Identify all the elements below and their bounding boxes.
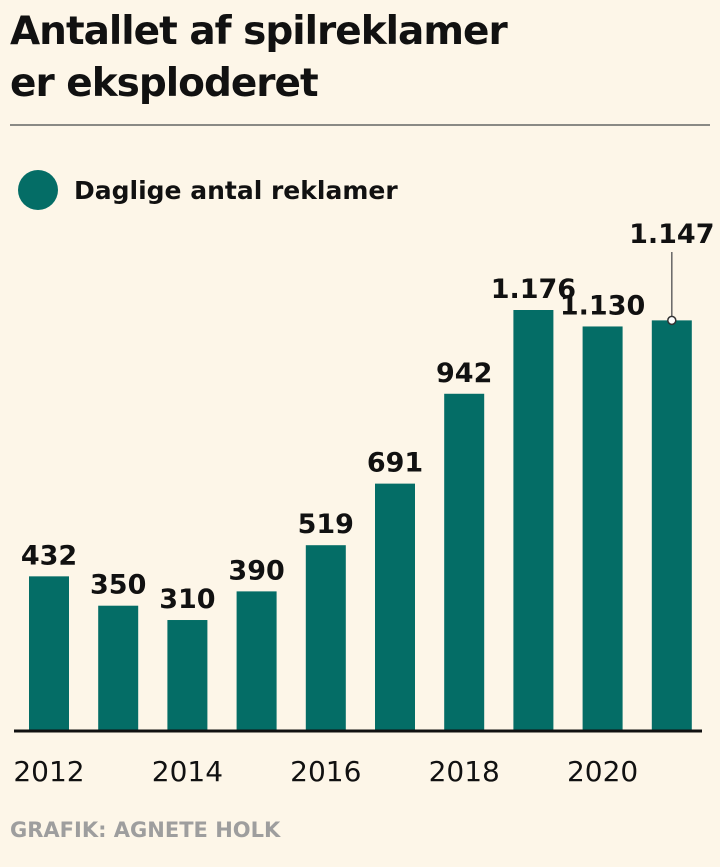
x-tick-2016: 2016 [290,755,361,788]
bar-2016 [305,545,346,731]
x-tick-2012: 2012 [13,755,84,788]
bar-2020 [582,326,623,731]
data-label-2020: 1.130 [560,290,645,321]
bar-2018 [444,393,485,731]
leader-dot [667,315,677,326]
data-label-2013: 350 [90,570,146,601]
title-line-2: er eksploderet [10,61,319,106]
data-label-2017: 691 [367,448,423,479]
data-label-2016: 519 [298,509,354,540]
bar-2012 [29,576,69,731]
data-label-2015: 390 [228,555,284,586]
bar-2015 [236,591,277,731]
data-label-2014: 310 [159,584,215,615]
x-tick-2014: 2014 [152,755,223,788]
bar-2021 [651,320,692,731]
legend: Daglige antal reklamer [18,170,398,210]
title-line-1: Antallet af spilreklamer [10,9,508,54]
data-label-2018: 942 [436,358,492,389]
x-tick-2020: 2020 [567,755,638,788]
title-divider [10,124,710,126]
credit: GRAFIK: AGNETE HOLK [10,818,281,842]
bar-2013 [98,605,139,731]
bar-2014 [167,620,208,731]
legend-label: Daglige antal reklamer [74,175,398,205]
data-label-2019: 1.176 [491,274,576,305]
bar-2017 [375,483,415,731]
data-label-2021: 1.147 [629,219,714,250]
chart-title: Antallet af spilreklamer er eksploderet [10,6,508,110]
bar-2019 [513,310,554,731]
legend-swatch [18,170,58,210]
x-tick-2018: 2018 [429,755,500,788]
data-label-2012: 432 [21,540,77,571]
